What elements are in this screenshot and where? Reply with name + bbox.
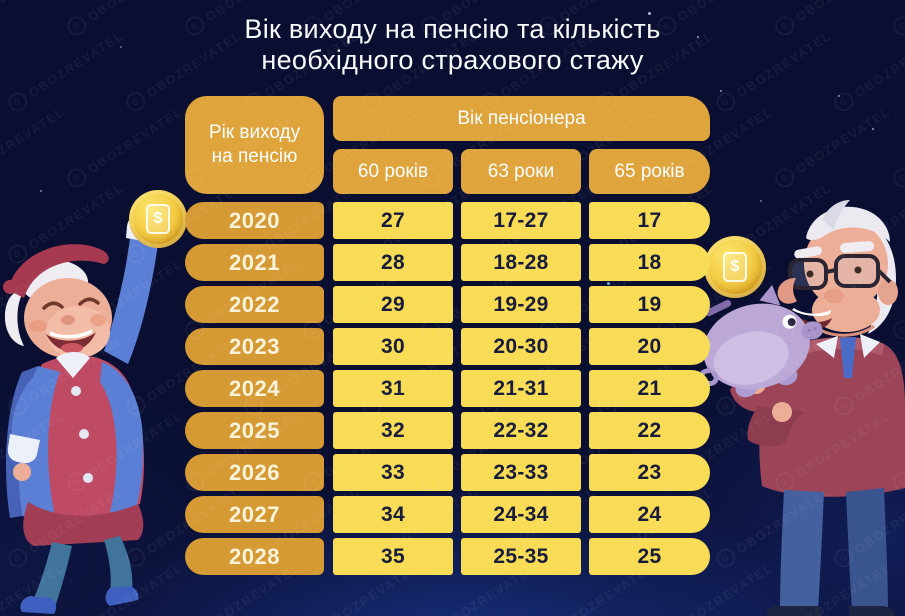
star xyxy=(120,46,122,48)
value-cell: 25-35 xyxy=(461,538,581,575)
value-cell: 24-34 xyxy=(461,496,581,533)
dollar-coin: $ xyxy=(129,190,187,248)
dollar-coin: $ xyxy=(704,236,766,298)
year-cell: 2028 xyxy=(185,538,324,575)
year-cell: 2027 xyxy=(185,496,324,533)
row-header-line-2: на пенсію xyxy=(211,146,298,167)
value-cell: 35 xyxy=(333,538,453,575)
dollar-icon: $ xyxy=(146,204,170,234)
value-cell: 18 xyxy=(589,244,710,281)
year-cell: 2025 xyxy=(185,412,324,449)
value-cell: 31 xyxy=(333,370,453,407)
value-cell: 25 xyxy=(589,538,710,575)
grandfather-illustration xyxy=(730,200,905,616)
value-cell: 20 xyxy=(589,328,710,365)
dollar-icon: $ xyxy=(723,252,747,282)
star xyxy=(838,95,840,97)
value-cell: 17 xyxy=(589,202,710,239)
value-cell: 23 xyxy=(589,454,710,491)
star xyxy=(697,36,699,38)
col-header-63: 63 роки xyxy=(461,149,581,194)
value-cell: 19 xyxy=(589,286,710,323)
star xyxy=(720,90,722,92)
value-cell: 23-33 xyxy=(461,454,581,491)
year-cell: 2021 xyxy=(185,244,324,281)
year-cell: 2024 xyxy=(185,370,324,407)
value-cell: 21-31 xyxy=(461,370,581,407)
col-header-65: 65 років xyxy=(589,149,710,194)
value-cell: 29 xyxy=(333,286,453,323)
infographic-title: Вік виходу на пенсію та кількість необхі… xyxy=(0,14,905,76)
value-cell: 32 xyxy=(333,412,453,449)
year-cell: 2026 xyxy=(185,454,324,491)
value-cell: 22 xyxy=(589,412,710,449)
title-line-1: Вік виходу на пенсію та кількість xyxy=(244,14,661,44)
value-cell: 34 xyxy=(333,496,453,533)
grandmother-illustration xyxy=(3,195,164,614)
value-cell: 22-32 xyxy=(461,412,581,449)
star xyxy=(40,190,42,192)
year-cell: 2022 xyxy=(185,286,324,323)
group-header-cell: Вік пенсіонера xyxy=(333,96,710,141)
value-cell: 18-28 xyxy=(461,244,581,281)
value-cell: 19-29 xyxy=(461,286,581,323)
value-cell: 30 xyxy=(333,328,453,365)
value-cell: 17-27 xyxy=(461,202,581,239)
year-cell: 2020 xyxy=(185,202,324,239)
value-cell: 24 xyxy=(589,496,710,533)
star xyxy=(607,282,610,285)
row-header-cell: Рік виходу на пенсію xyxy=(185,96,324,194)
star xyxy=(872,128,874,130)
value-cell: 33 xyxy=(333,454,453,491)
star xyxy=(648,12,651,15)
row-header-line-1: Рік виходу xyxy=(208,122,301,143)
value-cell: 27 xyxy=(333,202,453,239)
piggy-bank-illustration xyxy=(698,284,824,398)
value-cell: 20-30 xyxy=(461,328,581,365)
title-line-2: необхідного страхового стажу xyxy=(261,45,644,75)
value-cell: 28 xyxy=(333,244,453,281)
col-header-60: 60 років xyxy=(333,149,453,194)
year-cell: 2023 xyxy=(185,328,324,365)
value-cell: 21 xyxy=(589,370,710,407)
star xyxy=(760,200,762,202)
